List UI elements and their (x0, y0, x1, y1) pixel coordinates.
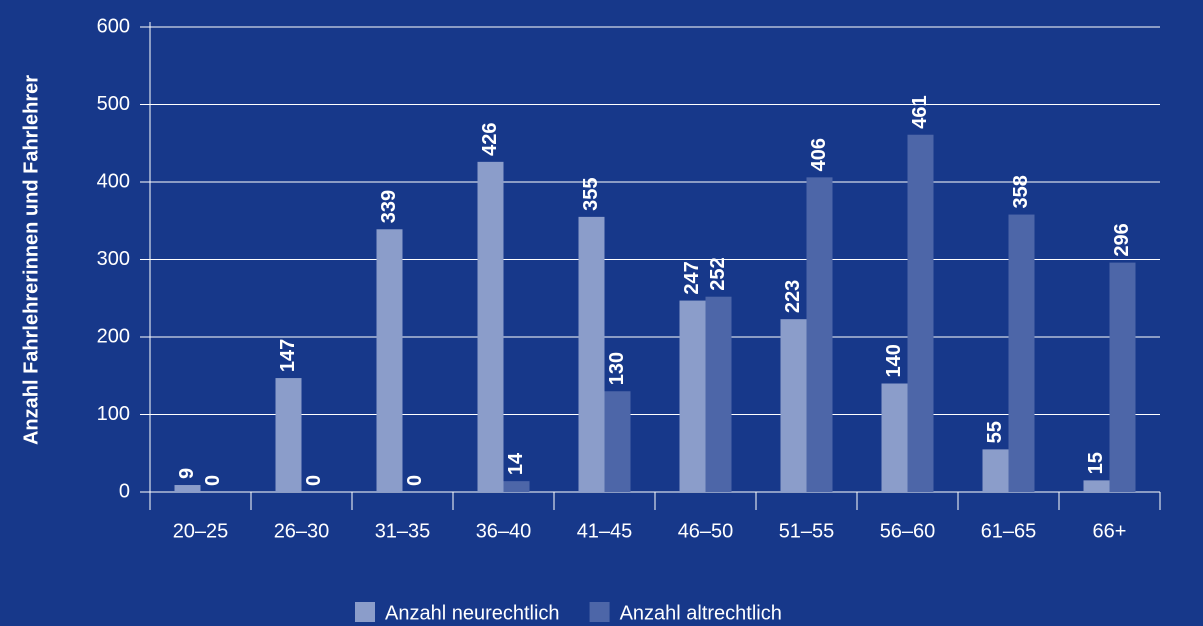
x-tick-label: 26–30 (274, 520, 330, 542)
bar (1109, 262, 1136, 492)
legend-swatch (355, 602, 375, 622)
value-label: 461 (909, 95, 931, 128)
bar (679, 300, 706, 492)
bar (604, 391, 631, 492)
value-label: 296 (1111, 223, 1133, 256)
value-label: 140 (883, 344, 905, 377)
bar (477, 161, 504, 492)
bar (982, 449, 1009, 492)
value-label: 247 (681, 261, 703, 294)
value-label: 130 (606, 352, 628, 385)
value-label: 15 (1085, 452, 1107, 474)
x-tick-label: 56–60 (880, 520, 936, 542)
bar (705, 296, 732, 492)
bar (806, 177, 833, 492)
bar (503, 481, 530, 492)
legend-swatch (589, 602, 610, 622)
value-label: 339 (378, 190, 400, 223)
bar (275, 378, 302, 492)
x-tick-label: 20–25 (173, 520, 229, 542)
y-tick-label: 200 (97, 325, 130, 347)
y-tick-label: 400 (97, 170, 130, 192)
bar (376, 229, 403, 492)
y-tick-label: 500 (97, 93, 130, 115)
bar (1008, 214, 1035, 493)
y-tick-label: 300 (97, 248, 130, 270)
value-label: 55 (984, 421, 1006, 443)
value-label: 14 (505, 452, 527, 475)
bar (780, 319, 807, 492)
y-tick-label: 100 (97, 403, 130, 425)
x-tick-label: 41–45 (577, 520, 633, 542)
x-tick-label: 66+ (1093, 520, 1127, 542)
legend-label: Anzahl altrechtlich (620, 602, 782, 624)
bar (578, 216, 605, 492)
bar (907, 134, 934, 492)
value-label: 0 (404, 475, 426, 486)
value-label: 223 (782, 280, 804, 313)
y-tick-label: 0 (119, 480, 130, 502)
value-label: 355 (580, 178, 602, 211)
value-label: 426 (479, 122, 501, 155)
y-tick-label: 600 (97, 15, 130, 37)
x-tick-label: 46–50 (678, 520, 734, 542)
x-tick-label: 51–55 (779, 520, 835, 542)
legend-label: Anzahl neurechtlich (385, 602, 560, 624)
value-label: 9 (176, 468, 198, 479)
x-tick-label: 61–65 (981, 520, 1037, 542)
value-label: 252 (707, 257, 729, 290)
bar (174, 485, 201, 492)
value-label: 358 (1010, 175, 1032, 208)
value-label: 0 (202, 475, 224, 486)
value-label: 0 (303, 475, 325, 486)
bar (1083, 480, 1110, 492)
value-label: 406 (808, 138, 830, 171)
x-tick-label: 31–35 (375, 520, 431, 542)
x-tick-label: 36–40 (476, 520, 532, 542)
y-axis-label: Anzahl Fahrlehrerinnen und Fahrlehrer (20, 75, 42, 445)
value-label: 147 (277, 339, 299, 372)
bar (881, 383, 908, 492)
